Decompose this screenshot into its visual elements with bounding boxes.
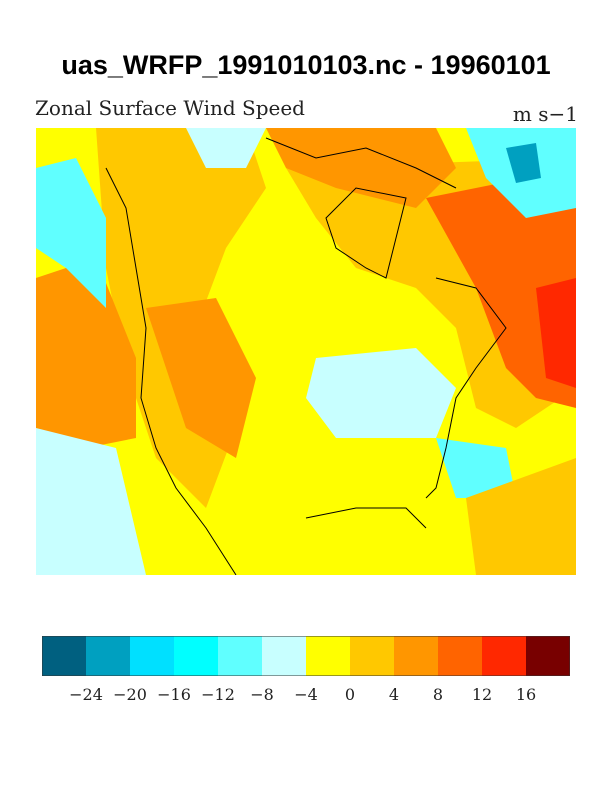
- region-red-ne: [426, 168, 576, 408]
- colorbar-swatch: [394, 636, 438, 676]
- colorbar-swatch: [482, 636, 526, 676]
- colorbar-swatch: [86, 636, 130, 676]
- region-darkorange-west: [146, 298, 256, 458]
- region-red-atlantic: [536, 278, 576, 388]
- colorbar-tick-label: −4: [294, 685, 318, 704]
- coastline-hudson: [325, 187, 407, 279]
- region-cyan-gulfstream: [436, 438, 516, 498]
- coastline-east: [425, 277, 507, 499]
- colorbar: [42, 636, 570, 676]
- coastline-west: [105, 167, 237, 575]
- region-cyan-core: [506, 143, 541, 183]
- colorbar-swatch: [42, 636, 86, 676]
- colorbar-swatch: [130, 636, 174, 676]
- colorbar-tick-label: −20: [113, 685, 147, 704]
- region-lightcyan-north: [186, 128, 266, 168]
- region-north-orange: [266, 128, 456, 208]
- region-orange-caribbean: [466, 458, 576, 575]
- colorbar-swatch: [526, 636, 570, 676]
- colorbar-swatch: [438, 636, 482, 676]
- colorbar-swatch: [174, 636, 218, 676]
- coastline-gulf: [305, 507, 427, 529]
- units-label: m s−1: [512, 102, 578, 126]
- colorbar-tick-label: −24: [69, 685, 103, 704]
- region-lightcyan-central: [306, 348, 456, 438]
- colorbar-tick-label: −8: [250, 685, 274, 704]
- colorbar-tick-label: 12: [471, 685, 493, 704]
- colorbar-tick-label: −16: [157, 685, 191, 704]
- coastline-arctic: [265, 137, 457, 189]
- colorbar-tick-label: 0: [344, 685, 356, 704]
- colorbar-tick-label: −12: [201, 685, 235, 704]
- colorbar-swatch: [306, 636, 350, 676]
- colorbar-tick-label: 16: [515, 685, 537, 704]
- region-cyan-alaska: [36, 158, 106, 308]
- variable-label: Zonal Surface Wind Speed: [35, 96, 305, 120]
- colorbar-swatch: [218, 636, 262, 676]
- colorbar-swatch: [262, 636, 306, 676]
- map-title: uas_WRFP_1991010103.nc - 19960101: [61, 50, 551, 80]
- colorbar-tick-label: 4: [388, 685, 400, 704]
- colorbar-tick-label: 8: [432, 685, 444, 704]
- colorbar-swatch: [350, 636, 394, 676]
- region-orange-pacific: [36, 258, 136, 448]
- wind-speed-map: [36, 128, 576, 575]
- region-lightcyan-south: [36, 428, 146, 575]
